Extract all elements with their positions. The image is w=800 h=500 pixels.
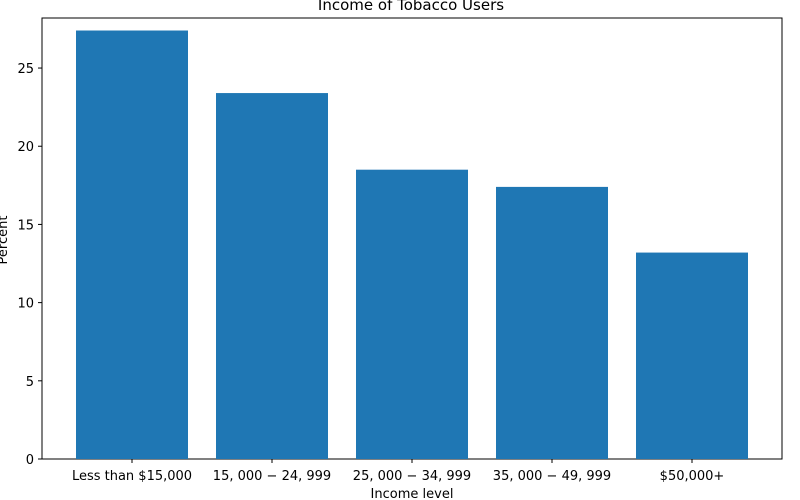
y-tick-label-0: 0 xyxy=(26,453,34,468)
y-tick-label-5: 25 xyxy=(17,62,34,77)
chart-title: Income of Tobacco Users xyxy=(318,0,504,14)
bar-2 xyxy=(356,169,468,460)
x-tick-label-4: $50,000+ xyxy=(660,469,725,484)
x-tick-label-2: 25, 000 − 34, 999 xyxy=(353,469,471,484)
y-tick-label-4: 20 xyxy=(17,140,34,155)
x-axis-title: Income level xyxy=(371,487,454,500)
y-tick-label-2: 10 xyxy=(17,297,34,312)
x-ticks: Less than $15,000 15, 000 − 24, 999 25, 00… xyxy=(72,459,724,484)
y-tick-label-3: 15 xyxy=(17,218,34,233)
bar-0 xyxy=(76,30,188,459)
y-axis-title: Percent xyxy=(0,216,11,265)
x-tick-label-1: 15, 000 − 24, 999 xyxy=(213,469,331,484)
bar-1 xyxy=(216,93,328,459)
x-tick-label-0: Less than $15,000 xyxy=(72,469,192,484)
bar-4 xyxy=(636,252,748,459)
y-ticks: 0 5 10 15 20 25 xyxy=(17,62,42,468)
bars xyxy=(76,30,748,460)
bar-3 xyxy=(496,186,608,459)
y-tick-label-1: 5 xyxy=(26,375,34,390)
x-tick-label-3: 35, 000 − 49, 999 xyxy=(493,469,611,484)
